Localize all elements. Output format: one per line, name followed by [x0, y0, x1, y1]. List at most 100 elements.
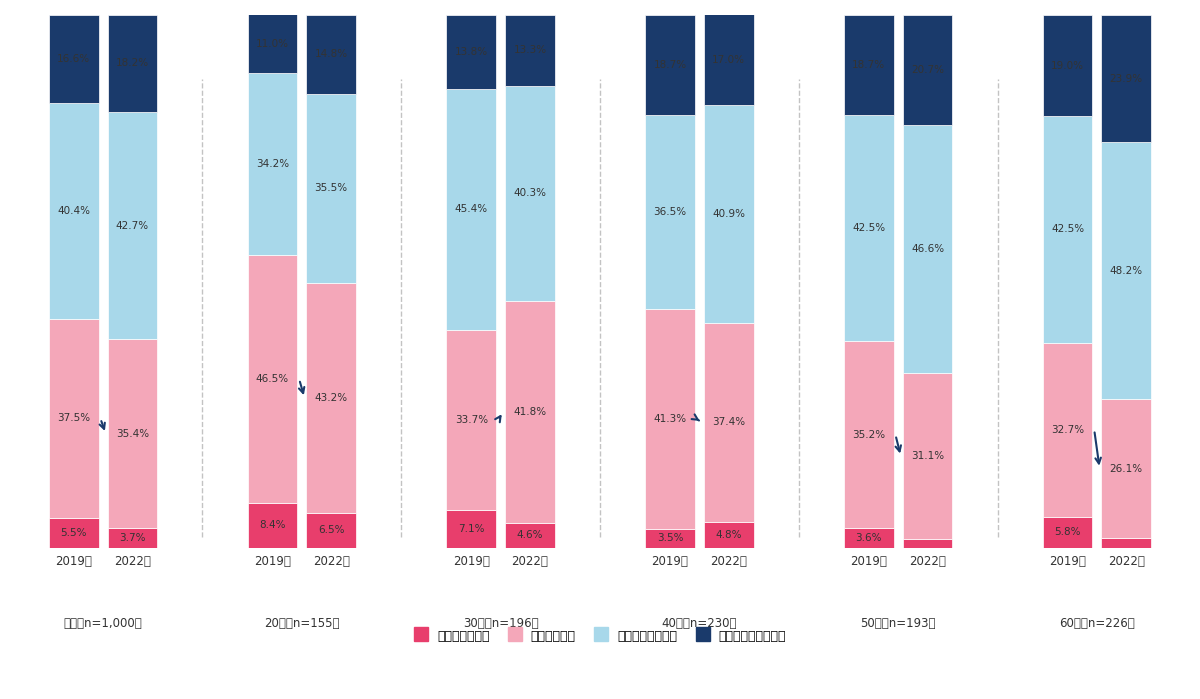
Bar: [844, 341, 894, 528]
Bar: [704, 105, 754, 323]
Bar: [844, 15, 894, 115]
Legend: かなり影響する, やや影響する, あまり影響しない, まったく影響しない: かなり影響する, やや影響する, あまり影響しない, まったく影響しない: [409, 625, 791, 648]
Bar: [247, 73, 298, 255]
Bar: [446, 510, 496, 547]
Text: 18.7%: 18.7%: [654, 60, 686, 70]
Text: 31.1%: 31.1%: [911, 452, 944, 461]
Bar: [646, 309, 695, 529]
Text: 5.8%: 5.8%: [1055, 527, 1081, 538]
Bar: [1043, 116, 1092, 343]
Text: 6.5%: 6.5%: [318, 526, 344, 535]
Bar: [844, 115, 894, 341]
Bar: [306, 513, 356, 547]
Bar: [446, 15, 496, 89]
Text: 23.9%: 23.9%: [1110, 73, 1142, 84]
Text: 18.2%: 18.2%: [116, 59, 149, 69]
Text: 32.7%: 32.7%: [1051, 425, 1084, 435]
Text: 4.6%: 4.6%: [517, 531, 544, 540]
Text: 37.4%: 37.4%: [712, 417, 745, 428]
Text: 3.6%: 3.6%: [856, 533, 882, 543]
Bar: [505, 523, 554, 547]
Text: 全体（n=1,000）: 全体（n=1,000）: [64, 617, 143, 630]
Bar: [1043, 15, 1092, 116]
Text: 13.3%: 13.3%: [514, 45, 546, 55]
Bar: [704, 522, 754, 547]
Bar: [108, 340, 157, 528]
Bar: [704, 323, 754, 522]
Text: 11.0%: 11.0%: [256, 38, 289, 49]
Text: 40.4%: 40.4%: [58, 206, 90, 216]
Text: 43.2%: 43.2%: [314, 393, 348, 403]
Bar: [1102, 538, 1151, 547]
Bar: [108, 112, 157, 340]
Text: 41.8%: 41.8%: [514, 407, 546, 417]
Bar: [646, 15, 695, 115]
Text: 46.6%: 46.6%: [911, 245, 944, 254]
Text: 42.7%: 42.7%: [116, 221, 149, 231]
Bar: [902, 539, 953, 547]
Text: 13.8%: 13.8%: [455, 47, 488, 57]
Bar: [49, 519, 98, 547]
Bar: [902, 15, 953, 125]
Bar: [306, 283, 356, 513]
Bar: [49, 103, 98, 319]
Bar: [1102, 399, 1151, 538]
Bar: [49, 15, 98, 103]
Bar: [646, 115, 695, 309]
Bar: [1102, 143, 1151, 399]
Bar: [446, 89, 496, 331]
Bar: [1043, 517, 1092, 547]
Bar: [446, 331, 496, 510]
Text: 37.5%: 37.5%: [58, 414, 90, 424]
Text: 3.5%: 3.5%: [656, 533, 683, 543]
Text: 18.7%: 18.7%: [852, 60, 886, 70]
Text: 36.5%: 36.5%: [654, 207, 686, 217]
Text: 48.2%: 48.2%: [1110, 266, 1142, 275]
Text: 35.4%: 35.4%: [116, 428, 149, 439]
Text: 19.0%: 19.0%: [1051, 61, 1084, 71]
Text: 3.7%: 3.7%: [119, 533, 145, 543]
Bar: [247, 15, 298, 73]
Text: 40代（n=230）: 40代（n=230）: [661, 617, 737, 630]
Text: 35.5%: 35.5%: [314, 183, 348, 194]
Bar: [704, 15, 754, 105]
Bar: [247, 255, 298, 503]
Bar: [646, 529, 695, 547]
Bar: [1102, 15, 1151, 143]
Text: 41.3%: 41.3%: [654, 414, 686, 424]
Text: 45.4%: 45.4%: [455, 204, 488, 215]
Bar: [505, 15, 554, 86]
Text: 7.1%: 7.1%: [458, 524, 485, 534]
Text: 8.4%: 8.4%: [259, 520, 286, 531]
Text: 4.8%: 4.8%: [715, 530, 742, 540]
Text: 35.2%: 35.2%: [852, 430, 886, 440]
Bar: [306, 15, 356, 94]
Bar: [902, 125, 953, 373]
Bar: [108, 528, 157, 547]
Text: 33.7%: 33.7%: [455, 415, 488, 425]
Bar: [902, 373, 953, 539]
Bar: [505, 86, 554, 301]
Bar: [1043, 343, 1092, 517]
Text: 26.1%: 26.1%: [1110, 463, 1142, 473]
Text: 34.2%: 34.2%: [256, 159, 289, 169]
Text: 42.5%: 42.5%: [1051, 224, 1084, 234]
Bar: [306, 94, 356, 283]
Text: 60代（n=226）: 60代（n=226）: [1060, 617, 1135, 630]
Text: 42.5%: 42.5%: [852, 223, 886, 233]
Text: 46.5%: 46.5%: [256, 374, 289, 384]
Text: 16.6%: 16.6%: [58, 55, 90, 64]
Text: 30代（n=196）: 30代（n=196）: [463, 617, 539, 630]
Text: 14.8%: 14.8%: [314, 50, 348, 59]
Text: 5.5%: 5.5%: [60, 528, 86, 538]
Text: 17.0%: 17.0%: [713, 55, 745, 65]
Text: 40.3%: 40.3%: [514, 188, 546, 199]
Text: 20.7%: 20.7%: [911, 65, 944, 75]
Text: 40.9%: 40.9%: [713, 209, 745, 219]
Bar: [505, 301, 554, 523]
Bar: [247, 503, 298, 547]
Bar: [49, 319, 98, 519]
Bar: [108, 15, 157, 112]
Text: 20代（n=155）: 20代（n=155）: [264, 617, 340, 630]
Text: 50代（n=193）: 50代（n=193）: [860, 617, 936, 630]
